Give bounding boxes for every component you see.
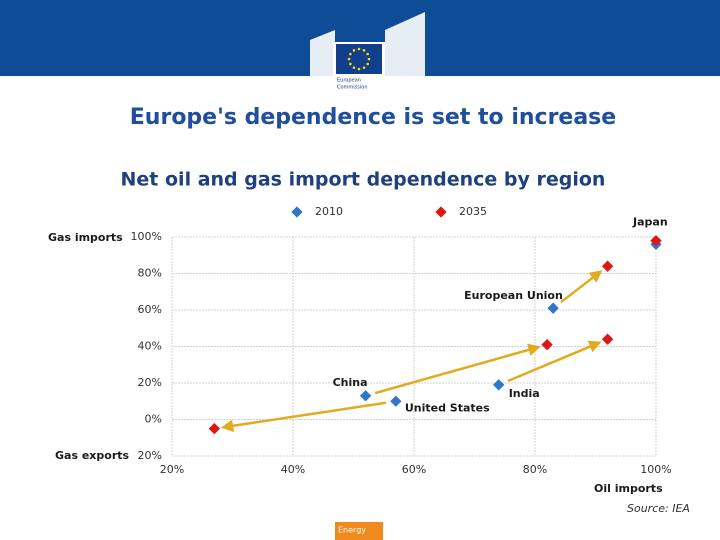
star <box>349 52 352 56</box>
star <box>362 49 366 52</box>
arrow <box>507 340 602 383</box>
logo: European Commission <box>310 12 425 91</box>
star <box>352 49 356 52</box>
point-label: United States <box>405 401 490 414</box>
arrow <box>560 270 603 304</box>
star <box>367 57 371 61</box>
y-axis-label: Gas imports <box>48 231 123 244</box>
y-tick-label: 20% <box>138 449 162 462</box>
footer-tab <box>335 522 383 540</box>
arrow <box>374 343 541 395</box>
y-tick-label: 40% <box>138 340 162 353</box>
x-tick-label: 60% <box>402 463 426 476</box>
x-tick-label: 100% <box>640 463 671 476</box>
star <box>349 62 352 66</box>
star <box>366 52 369 56</box>
point-label: Japan <box>632 215 668 228</box>
point <box>493 379 505 391</box>
star <box>357 67 361 71</box>
x-tick-label: 40% <box>281 463 305 476</box>
star <box>347 57 351 61</box>
point <box>650 234 662 247</box>
chart-title: Net oil and gas import dependence by reg… <box>121 169 606 191</box>
legend-marker <box>291 206 303 218</box>
x-axis-label: Oil imports <box>594 482 663 495</box>
y-axis-label: Gas exports <box>55 449 129 462</box>
legend-label: 2010 <box>315 205 343 218</box>
source: Source: IEA <box>627 502 690 515</box>
point <box>547 302 559 314</box>
y-tick-label: 80% <box>138 267 162 280</box>
x-tick-label: 80% <box>523 463 547 476</box>
point-label: India <box>509 387 540 400</box>
star <box>357 47 361 51</box>
slide-title: Europe's dependence is set to increase <box>130 105 616 130</box>
legend-label: 2035 <box>459 205 487 218</box>
point <box>359 390 372 402</box>
point-label: China <box>333 376 368 389</box>
y-tick-label: 0% <box>145 413 162 426</box>
arrow <box>220 401 387 432</box>
legend-marker <box>435 206 447 218</box>
y-tick-label: 100% <box>131 230 162 243</box>
point-label: European Union <box>464 289 563 302</box>
footer-text: Energy <box>338 526 366 535</box>
point <box>601 260 614 272</box>
point <box>601 333 614 345</box>
point <box>208 422 221 435</box>
y-tick-label: 60% <box>138 303 162 316</box>
logo-text: Commission <box>337 85 368 91</box>
point <box>541 339 553 351</box>
star <box>366 62 369 66</box>
point <box>390 395 402 407</box>
star <box>362 66 366 69</box>
logo-text: European <box>337 78 361 84</box>
star <box>352 66 356 69</box>
x-tick-label: 20% <box>160 463 184 476</box>
y-tick-label: 20% <box>138 376 162 389</box>
